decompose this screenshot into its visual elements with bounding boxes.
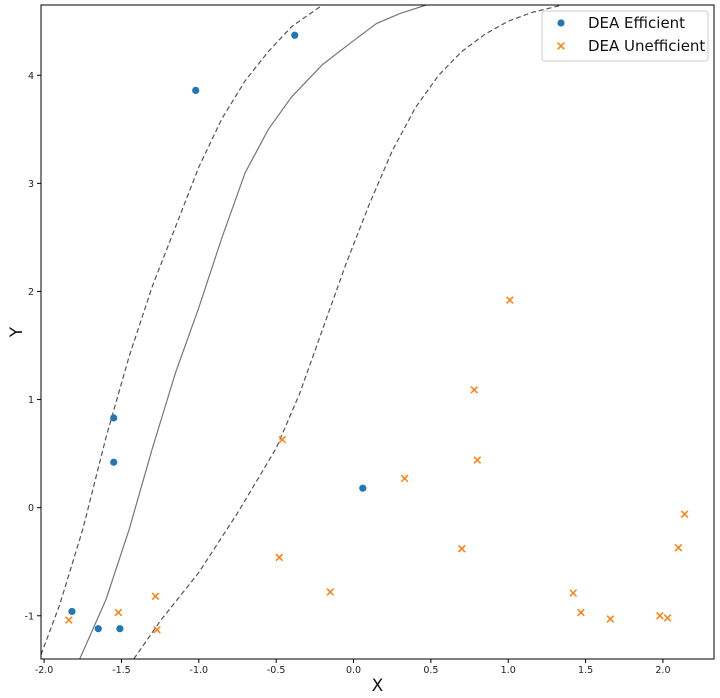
x-axis-ticks: -2.0 -1.5 -1.0 -0.5 0.0 0.5 1.0 1.5 2.0 xyxy=(35,659,670,676)
y-tick-label: 4 xyxy=(28,71,34,82)
legend: DEA Efficient DEA Unefficient xyxy=(541,10,709,62)
unefficient-point xyxy=(65,616,73,624)
legend-circle-icon xyxy=(557,19,565,27)
y-axis-label: Y xyxy=(7,326,27,338)
efficient-point xyxy=(68,607,76,616)
unefficient-point xyxy=(577,608,585,617)
legend-box xyxy=(541,10,709,62)
unefficient-point xyxy=(505,296,514,304)
unefficient-point xyxy=(656,611,664,620)
efficient-point xyxy=(110,458,118,466)
x-tick-label: -2.0 xyxy=(35,665,54,676)
legend-marker-unefficient xyxy=(557,42,565,50)
unefficient-point xyxy=(663,614,672,622)
unefficient-point xyxy=(153,625,161,634)
boundary-line-2 xyxy=(79,5,427,659)
unefficient-point xyxy=(457,544,466,553)
efficient-point xyxy=(94,625,102,633)
unefficient-point xyxy=(674,543,683,552)
y-tick-label: 2 xyxy=(28,287,34,298)
efficient-point xyxy=(110,414,118,422)
legend-label-unefficient: DEA Unefficient xyxy=(588,37,705,55)
unefficient-point xyxy=(326,588,335,596)
boundary-line-3 xyxy=(133,5,563,659)
boundary-lines xyxy=(41,5,563,659)
x-axis-label: X xyxy=(372,676,384,696)
unefficient-point xyxy=(606,615,615,623)
y-tick-label: 3 xyxy=(28,179,34,190)
unefficient-point xyxy=(473,456,482,464)
unefficient-point xyxy=(400,474,409,483)
legend-label-efficient: DEA Efficient xyxy=(588,14,685,32)
legend-x-icon xyxy=(557,42,565,50)
y-tick-label: 0 xyxy=(28,503,34,514)
efficient-point xyxy=(291,31,299,39)
x-tick-label: 1.5 xyxy=(578,665,593,676)
y-tick-label: 1 xyxy=(28,395,34,406)
efficient-point xyxy=(192,86,200,94)
x-tick-label: 2.0 xyxy=(655,665,670,676)
y-tick-label: -1 xyxy=(25,611,34,622)
plot-frame xyxy=(40,4,715,660)
x-tick-label: 1.0 xyxy=(501,665,516,676)
unefficient-point xyxy=(114,608,123,617)
x-tick-label: -1.5 xyxy=(112,665,131,676)
y-axis-ticks: -1 0 1 2 3 4 xyxy=(25,71,41,622)
unefficient-point xyxy=(470,386,479,394)
efficient-point xyxy=(116,625,124,633)
x-tick-label: 0.0 xyxy=(346,665,361,676)
data-points xyxy=(65,31,689,634)
x-tick-label: -1.0 xyxy=(190,665,209,676)
x-tick-label: 0.5 xyxy=(423,665,438,676)
unefficient-point xyxy=(278,435,287,444)
unefficient-point xyxy=(275,553,284,562)
boundary-line-1 xyxy=(41,5,323,655)
unefficient-point xyxy=(569,589,578,597)
x-tick-label: -0.5 xyxy=(267,665,286,676)
legend-marker-efficient xyxy=(557,19,565,27)
efficient-point xyxy=(359,484,367,492)
unefficient-point xyxy=(680,510,689,518)
unefficient-point xyxy=(151,592,160,601)
